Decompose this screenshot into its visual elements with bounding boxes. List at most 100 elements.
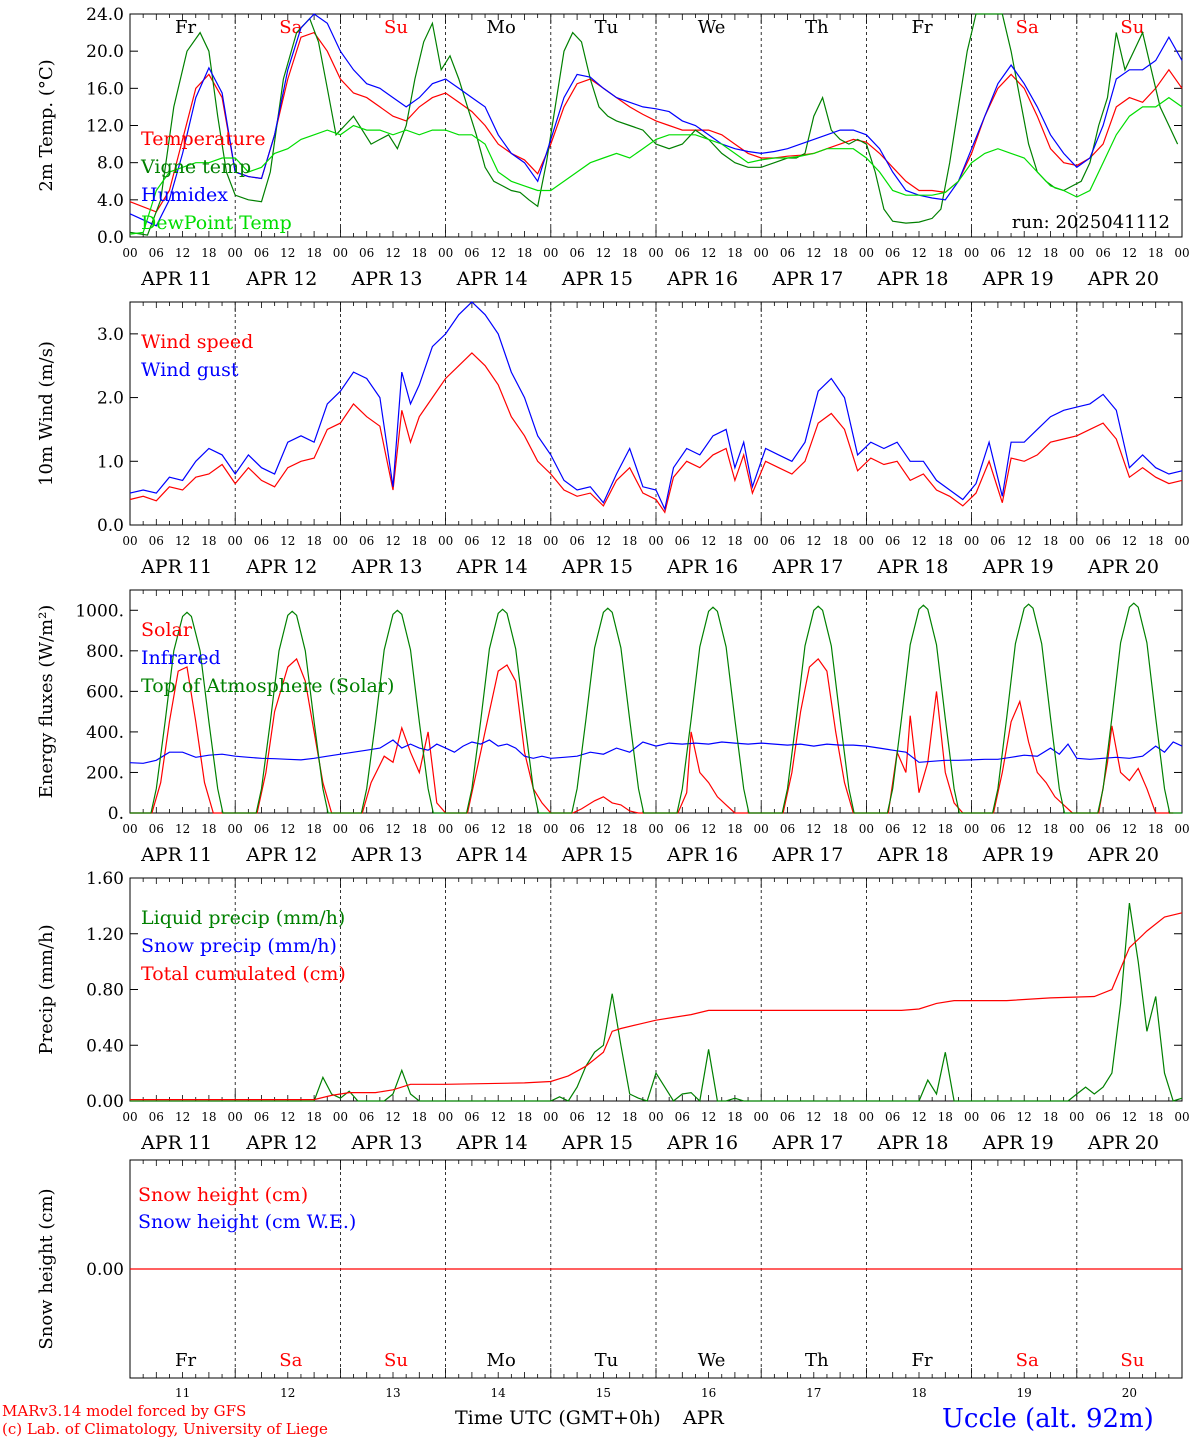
hour-tick-label: 00 (1174, 1110, 1189, 1124)
date-label: APR 11 (140, 844, 212, 866)
hour-tick-label: 00 (438, 1110, 453, 1124)
hour-tick-label: 00 (122, 534, 137, 548)
date-label: APR 13 (350, 1132, 422, 1154)
hour-tick-label: 12 (1122, 534, 1137, 548)
date-label: APR 12 (245, 556, 317, 578)
hour-tick-label: 12 (701, 822, 716, 836)
y-tick-label: 0.0 (97, 228, 124, 248)
legend-entry: Snow height (cm W.E.) (138, 1211, 356, 1233)
hour-tick-label: 12 (175, 246, 190, 260)
weekday-label: Sa (279, 1350, 302, 1371)
series-line (130, 602, 1182, 814)
hour-tick-label: 06 (569, 1110, 584, 1124)
date-label: APR 16 (666, 844, 738, 866)
y-tick-label: 4.0 (97, 191, 124, 211)
weekday-label: We (698, 1350, 726, 1371)
hour-tick-label: 12 (911, 534, 926, 548)
hour-tick-label: 06 (1095, 1110, 1110, 1124)
hour-tick-label: 00 (648, 1110, 663, 1124)
legend-entry: Total cumulated (cm) (141, 963, 346, 985)
date-label: APR 19 (982, 844, 1054, 866)
hour-tick-label: 18 (412, 1110, 427, 1124)
hour-tick-label: 12 (1017, 246, 1032, 260)
hour-tick-label: 06 (675, 1110, 690, 1124)
date-label: APR 11 (140, 556, 212, 578)
hour-tick-label: 00 (333, 1110, 348, 1124)
weekday-label: Th (805, 1350, 829, 1371)
hour-tick-label: 18 (727, 246, 742, 260)
weekday-label: Tu (595, 17, 619, 38)
hour-tick-label: 06 (780, 246, 795, 260)
hour-tick-label: 12 (1122, 822, 1137, 836)
date-label: APR 19 (982, 1132, 1054, 1154)
hour-tick-label: 18 (622, 1110, 637, 1124)
hour-tick-label: 06 (149, 534, 164, 548)
hour-tick-label: 06 (1095, 822, 1110, 836)
y-axis-label: Precip (mm/h) (36, 924, 57, 1054)
hour-tick-label: 00 (438, 534, 453, 548)
hour-tick-label: 00 (122, 246, 137, 260)
hour-tick-label: 12 (491, 246, 506, 260)
hour-tick-label: 18 (412, 246, 427, 260)
legend-entry: Snow height (cm) (138, 1184, 308, 1206)
day-number-label: 11 (175, 1386, 190, 1400)
series-line (130, 912, 1183, 1101)
date-label: APR 14 (456, 1132, 528, 1154)
hour-tick-label: 06 (254, 534, 269, 548)
hour-tick-label: 06 (569, 534, 584, 548)
hour-tick-label: 00 (648, 534, 663, 548)
date-label: APR 20 (1087, 556, 1159, 578)
hour-tick-label: 12 (1017, 534, 1032, 548)
hour-tick-label: 00 (964, 822, 979, 836)
day-number-label: 16 (701, 1386, 716, 1400)
hour-tick-label: 18 (1148, 822, 1163, 836)
hour-tick-label: 18 (622, 246, 637, 260)
day-number-label: 19 (1017, 1386, 1032, 1400)
hour-tick-label: 06 (464, 246, 479, 260)
hour-tick-label: 00 (228, 246, 243, 260)
hour-tick-label: 12 (385, 534, 400, 548)
date-label: APR 17 (771, 556, 843, 578)
y-tick-label: 1.0 (97, 452, 124, 472)
hour-tick-label: 06 (149, 1110, 164, 1124)
date-label: APR 17 (771, 268, 843, 290)
time-axis-label: Time UTC (GMT+0h) (455, 1407, 661, 1429)
hour-tick-label: 06 (990, 822, 1005, 836)
y-tick-label: 1.60 (86, 869, 124, 889)
hour-tick-label: 12 (701, 534, 716, 548)
hour-tick-label: 06 (254, 822, 269, 836)
weekday-label: Tu (595, 1350, 619, 1371)
hour-tick-label: 06 (675, 534, 690, 548)
weekday-label: Sa (1016, 17, 1039, 38)
y-tick-label: 600. (86, 682, 124, 702)
hour-tick-label: 12 (911, 246, 926, 260)
hour-tick-label: 12 (911, 1110, 926, 1124)
hour-tick-label: 18 (1148, 1110, 1163, 1124)
date-label: APR 19 (982, 556, 1054, 578)
model-credit-line2: (c) Lab. of Climatology, University of L… (2, 1420, 328, 1438)
hour-tick-label: 00 (754, 534, 769, 548)
y-tick-label: 0. (108, 804, 124, 824)
hour-tick-label: 06 (359, 534, 374, 548)
date-label: APR 18 (876, 556, 948, 578)
hour-tick-label: 18 (306, 822, 321, 836)
hour-tick-label: 06 (1095, 246, 1110, 260)
hour-tick-label: 00 (964, 1110, 979, 1124)
hour-tick-label: 00 (228, 1110, 243, 1124)
legend-entry: Humidex (141, 184, 228, 206)
hour-tick-label: 06 (885, 246, 900, 260)
hour-tick-label: 12 (491, 534, 506, 548)
hour-tick-label: 12 (280, 534, 295, 548)
hour-tick-label: 18 (517, 246, 532, 260)
y-tick-label: 0.0 (97, 516, 124, 536)
hour-tick-label: 18 (201, 534, 216, 548)
hour-tick-label: 18 (306, 534, 321, 548)
weekday-label: Mo (487, 1350, 516, 1371)
hour-tick-label: 18 (201, 246, 216, 260)
y-tick-label: 3.0 (97, 325, 124, 345)
day-number-label: 12 (280, 1386, 295, 1400)
hour-tick-label: 18 (832, 1110, 847, 1124)
hour-tick-label: 00 (122, 822, 137, 836)
hour-tick-label: 06 (569, 822, 584, 836)
panel-frame (129, 589, 1183, 814)
